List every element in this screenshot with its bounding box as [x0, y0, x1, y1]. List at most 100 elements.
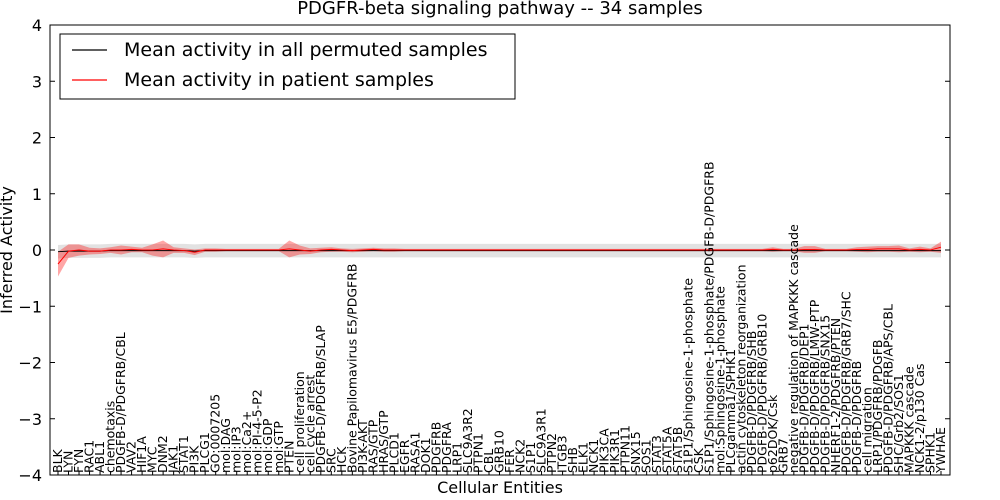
x-category-label: FYN: [71, 449, 86, 473]
x-category-label: HCK: [334, 446, 349, 473]
y-tick-label: 4: [32, 16, 42, 35]
legend-box: [59, 33, 516, 100]
y-tick-label: 0: [32, 241, 42, 260]
x-category-label: NHERF1-2/PDGFRB/PTEN: [828, 318, 843, 473]
x-category-label: ITGB3: [555, 435, 570, 473]
x-category-label: ABL1: [92, 441, 107, 473]
x-category-label: negative regulation of MAPKKK cascade: [786, 224, 801, 473]
x-category-label: PLCgamma1/SPHK1: [723, 349, 738, 473]
x-category-label: HIF1A: [134, 436, 149, 473]
x-category-label: SLC9A3R1: [534, 408, 549, 473]
x-category-label: PTPN1: [470, 433, 485, 473]
x-category-label: STAT5B: [670, 427, 685, 473]
x-category-label: NCK1-2/p130 Cas: [912, 363, 927, 473]
x-category-label: STAT3: [649, 435, 664, 473]
x-axis-category-labels: BLKLYNFYNRAC1ABL1chemotaxisPDGFB-D/PDGFR…: [50, 161, 948, 475]
x-category-label: mol:DAG: [218, 418, 233, 473]
x-category-label: PDGFB-D/PDGFRB: [849, 361, 864, 473]
x-category-label: chemotaxis: [103, 401, 118, 473]
x-category-label: NCK2: [513, 439, 528, 473]
x-category-label: STAT5A: [660, 426, 675, 473]
x-category-label: DNM2: [155, 435, 170, 473]
x-category-label: SLC9A3R2: [460, 408, 475, 473]
permuted-confidence-band: [58, 243, 941, 259]
x-category-label: YWHAE: [933, 427, 948, 474]
series-lines: [57, 246, 942, 265]
confidence-bands: [58, 240, 941, 277]
x-category-label: RAS/GTP: [365, 419, 380, 473]
y-tick-label: 2: [32, 129, 42, 148]
x-category-label: PDGFB-D/PDGFRB/SHB: [744, 331, 759, 473]
x-category-label: PDGFRA: [439, 422, 454, 473]
y-tick-label: 1: [32, 185, 42, 204]
x-category-label: VAV2: [124, 441, 139, 473]
x-category-label: FER: [502, 449, 517, 473]
x-category-label: PLCG1: [197, 432, 212, 473]
x-category-label: PDGFB-D/PDGFRB/APS/CBL: [880, 304, 895, 473]
x-category-label: PDGFB-D/PDGFRB/GRB7/SHC: [838, 291, 853, 473]
x-category-label: cell cycle arrest: [302, 375, 317, 473]
x-category-label: MAPKKK cascade: [901, 366, 916, 473]
legend-label-patient: Mean activity in patient samples: [124, 69, 434, 91]
x-category-label: NCK1: [586, 439, 601, 473]
x-category-label: BLK: [50, 448, 65, 473]
x-category-label: S1P1: [523, 442, 538, 473]
x-category-label: DOK1: [418, 437, 433, 473]
y-tick-label: −1: [18, 297, 42, 316]
x-category-label: MYC: [145, 446, 160, 473]
x-category-label: PDGFB-D/PDGFRB/CBL: [113, 332, 128, 473]
x-category-label: Bovine Papilomavirus E5/PDGFRB: [344, 264, 359, 473]
x-category-label: PI3K: [187, 445, 202, 473]
x-category-label: PLCD1: [386, 432, 401, 473]
x-category-label: SPHK1: [922, 432, 937, 473]
x-category-label: S1P1/Sphingosine-1-phosphate/PDGFB-D/PDG…: [702, 161, 717, 473]
patient-confidence-band: [58, 240, 941, 277]
x-category-label: SNX15: [628, 431, 643, 473]
x-category-label: p62DOK/Csk: [765, 394, 780, 473]
x-category-label: CSK: [691, 447, 706, 473]
x-category-label: HRAS/GTP: [376, 410, 391, 473]
x-category-label: PDGFB-D/PDGFRB/SLAP: [313, 325, 328, 473]
x-category-label: mol:Sphingosine-1-phosphate: [712, 286, 727, 473]
x-category-label: PDGFB-D/PDGFRB/SNX15: [817, 315, 832, 473]
x-category-label: LRP1: [449, 442, 464, 473]
x-category-label: LYN: [61, 451, 76, 473]
x-category-label: SHB: [565, 447, 580, 473]
x-category-label: mol:IP3: [229, 426, 244, 473]
y-tick-label: −4: [18, 466, 42, 485]
x-category-label: LRP1/PDGFRB/PDGFB: [870, 340, 885, 473]
x-category-label: PTPN2: [544, 433, 559, 473]
x-category-label: CBL: [481, 449, 496, 473]
x-category-label: PDGFRB: [428, 422, 443, 473]
x-category-label: PDGFB-D/PDGFRB/GRB10: [754, 314, 769, 473]
x-category-label: PDGFB-D/PDGFRB/DEP1: [796, 324, 811, 474]
y-tick-label: −3: [18, 410, 42, 429]
x-category-label: S1P1/Sphingosine-1-phosphate: [681, 278, 696, 473]
x-category-label: PIK3R1: [607, 429, 622, 473]
x-axis-title: Cellular Entities: [437, 478, 563, 497]
y-tick-label: −2: [18, 354, 42, 373]
x-category-label: PTEN: [281, 441, 296, 473]
x-category-label: mol:GTP: [271, 421, 286, 473]
permuted-mean-line: [57, 250, 941, 253]
x-category-label: RASA1: [407, 432, 422, 473]
x-category-label: cell proliferation: [292, 371, 307, 473]
y-axis-title: Inferred Activity: [0, 186, 16, 314]
x-category-label: EGFR: [397, 439, 412, 473]
x-category-label: GO:0007205: [208, 394, 223, 473]
x-category-label: SRC: [323, 448, 338, 473]
x-category-label: PDGFB-D/PDGFRB/LMW-PTP: [807, 299, 822, 473]
x-category-label: RAC1: [82, 440, 97, 473]
x-category-label: mol:GDP: [260, 418, 275, 473]
x-category-label: SHC/Grb2/SOS1: [891, 374, 906, 473]
x-category-label: PTPN11: [618, 425, 633, 473]
x-category-label: ELK1: [576, 442, 591, 473]
x-category-label: GRB10: [492, 430, 507, 473]
x-category-label: PIK3CA: [597, 428, 612, 473]
legend-label-permuted: Mean activity in all permuted samples: [124, 39, 487, 61]
y-tick-label: 3: [32, 72, 42, 91]
x-category-label: actin cytoskeleton reorganization: [733, 264, 748, 473]
x-category-label: GRB7: [775, 438, 790, 473]
x-category-label: mol:Ca2+: [239, 411, 254, 473]
